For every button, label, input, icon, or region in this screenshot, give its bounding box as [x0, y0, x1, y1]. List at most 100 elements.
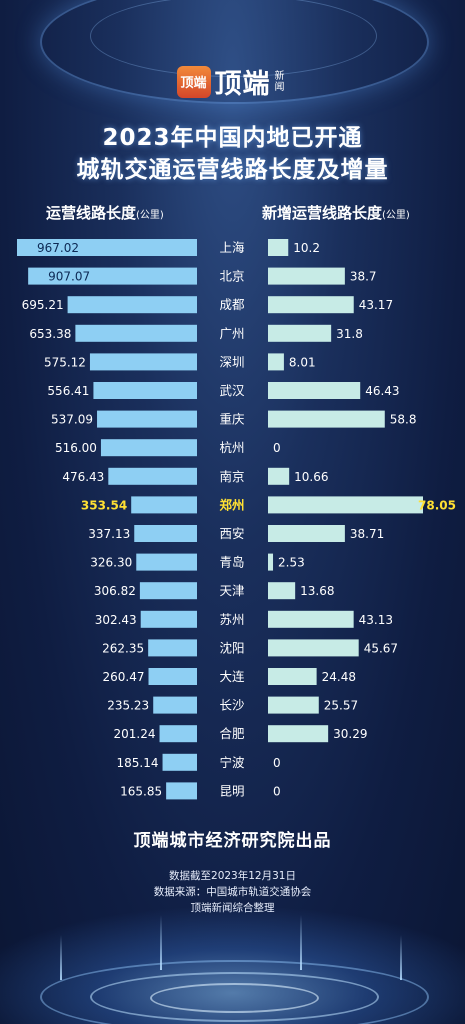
right-value-label: 45.67: [364, 641, 398, 655]
city-label: 青岛: [219, 555, 244, 570]
left-value-label: 907.07: [48, 270, 90, 284]
right-bar: [268, 639, 359, 657]
left-value-label: 262.35: [102, 641, 144, 655]
right-value-label: 58.8: [390, 413, 417, 427]
right-value-label: 8.01: [289, 355, 316, 369]
right-value-label: 78.05: [418, 498, 456, 512]
city-label: 宁波: [219, 755, 245, 770]
right-bar: [268, 410, 385, 428]
right-bar: [268, 668, 317, 685]
left-bar: [17, 239, 197, 256]
right-value-label: 2.53: [278, 556, 305, 570]
right-header-unit: (公里): [382, 210, 410, 221]
left-value-label: 201.24: [114, 727, 156, 741]
left-value-label: 302.43: [95, 613, 137, 627]
left-value-label: 353.54: [81, 498, 127, 512]
city-label: 大连: [219, 669, 245, 684]
right-bar: [268, 725, 329, 743]
left-bar: [166, 782, 197, 800]
left-header-label: 运营线路长度: [46, 204, 137, 222]
city-label: 广州: [219, 326, 244, 341]
stage-light-spike: [160, 915, 162, 970]
city-label: 合肥: [219, 726, 245, 741]
city-label: 西安: [219, 526, 244, 541]
right-value-label: 25.57: [324, 699, 358, 713]
city-label: 苏州: [219, 612, 244, 627]
left-value-label: 337.13: [88, 527, 130, 541]
right-bar: [268, 582, 296, 600]
right-value-label: 46.43: [365, 384, 399, 398]
city-label: 沈阳: [219, 640, 244, 655]
logo-sub: 新闻: [274, 70, 285, 93]
footer-org: 顶端城市经济研究院出品: [133, 831, 332, 851]
right-bar: [268, 610, 354, 628]
chart-title-line2: 城轨交通运营线路长度及增量: [76, 157, 389, 183]
left-header-unit: (公里): [136, 210, 164, 221]
right-bar: [268, 353, 284, 371]
top-glow-ring-inner: [90, 0, 377, 77]
left-bar: [75, 324, 197, 342]
left-value-label: 575.12: [44, 355, 86, 369]
right-value-label: 31.8: [336, 327, 363, 341]
brand-logo: 顶端 顶端 新闻: [0, 62, 465, 101]
left-value-label: 556.41: [47, 384, 89, 398]
stage-ring-inner: [150, 983, 319, 1013]
stage-light-spike: [400, 935, 402, 980]
left-bar: [89, 353, 197, 371]
right-value-label: 0: [273, 784, 281, 798]
logo-name: 顶端: [214, 69, 271, 100]
left-value-label: 326.30: [90, 556, 132, 570]
left-value-label: 165.85: [120, 784, 162, 798]
left-value-label: 476.43: [62, 470, 104, 484]
right-value-label: 13.68: [300, 584, 334, 598]
left-value-label: 235.23: [107, 699, 149, 713]
logo-badge-icon: 顶端: [176, 65, 211, 98]
city-label: 天津: [219, 583, 244, 598]
right-value-label: 0: [273, 441, 281, 455]
right-bar: [268, 525, 345, 542]
left-bar: [136, 553, 197, 571]
stage-light-spike: [60, 935, 62, 980]
left-value-label: 516.00: [55, 441, 97, 455]
right-value-label: 43.13: [359, 613, 393, 627]
right-bar: [268, 496, 423, 514]
right-bar: [268, 553, 274, 571]
left-bar: [131, 496, 197, 514]
left-bar: [159, 725, 197, 743]
left-value-label: 967.02: [37, 241, 79, 255]
city-label: 郑州: [219, 497, 244, 512]
right-value-label: 10.66: [294, 470, 328, 484]
right-value-label: 10.2: [293, 241, 320, 255]
left-value-label: 653.38: [29, 327, 71, 341]
chart-title-line1: 2023年中国内地已开通: [102, 125, 363, 151]
city-label: 武汉: [219, 383, 245, 398]
left-column-header: 运营线路长度(公里): [46, 202, 164, 223]
left-bar: [162, 753, 197, 771]
left-bar: [134, 525, 197, 542]
left-bar: [67, 296, 197, 314]
city-label: 南京: [219, 469, 244, 484]
left-bar: [153, 696, 197, 714]
city-label: 上海: [219, 240, 245, 255]
city-label: 北京: [219, 269, 244, 284]
right-bar: [268, 267, 345, 285]
city-label: 重庆: [219, 412, 245, 427]
left-bar: [148, 639, 197, 657]
footer-date-note: 数据截至2023年12月31日: [169, 870, 296, 882]
left-value-label: 185.14: [117, 756, 159, 770]
right-value-label: 43.17: [359, 298, 393, 312]
left-bar: [93, 382, 197, 399]
city-label: 长沙: [219, 698, 245, 713]
right-value-label: 24.48: [322, 670, 356, 684]
left-bar: [97, 410, 197, 428]
right-header-label: 新增运营线路长度: [262, 204, 383, 222]
city-label: 昆明: [219, 783, 244, 798]
right-value-label: 38.7: [350, 270, 377, 284]
stage-light-spike: [300, 915, 302, 970]
left-value-label: 260.47: [103, 670, 145, 684]
left-bar: [108, 467, 197, 485]
right-value-label: 30.29: [333, 727, 367, 741]
left-bar: [148, 668, 197, 685]
